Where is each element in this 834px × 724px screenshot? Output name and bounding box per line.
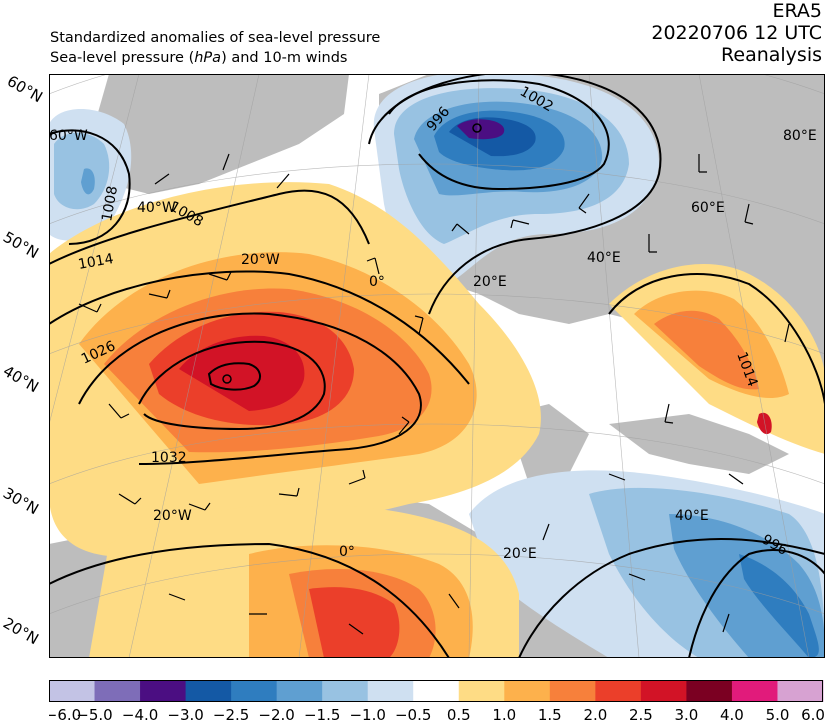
greenland-land — [89, 74, 349, 194]
lon-label-20e-lower: 20°E — [503, 546, 537, 562]
lat-label-40n: 40°N — [0, 362, 42, 396]
isobar-label-1014-a: 1014 — [77, 251, 115, 273]
positive-anomaly-russia — [609, 264, 825, 454]
latitude-labels: 60°N 50°N 40°N 30°N 20°N — [0, 72, 46, 648]
isobar-1014-atlantic — [49, 189, 370, 265]
colorbar-cell — [367, 680, 414, 702]
high-pressure-center — [222, 374, 232, 384]
colorbar-cell — [185, 680, 232, 702]
longitude-labels: 60°W 40°W 20°W 0° 20°E 40°E 60°E 80°E 20… — [49, 128, 817, 562]
lon-label-0-lower: 0° — [339, 544, 355, 560]
colorbar-tick-label: 2.5 — [629, 706, 653, 724]
lon-label-80e: 80°E — [783, 128, 817, 144]
colorbar-tick-label: 2.0 — [583, 706, 607, 724]
colorbar-tick-label: 5.0 — [766, 706, 790, 724]
isobar-1026-atlantic — [78, 312, 422, 465]
title-line-2: Sea-level pressure (hPa) and 10-m winds — [50, 48, 347, 68]
product-type: Reanalysis — [721, 44, 822, 66]
lat-label-60n: 60°N — [4, 72, 46, 106]
isobar-1008-labrador — [49, 129, 131, 245]
colorbar-cell — [549, 680, 596, 702]
colorbar-tick-label: −1.5 — [304, 706, 340, 724]
isobar-1008-med — [518, 538, 825, 658]
colorbar-tick-label: −2.0 — [258, 706, 294, 724]
title-prefix: Sea-level pressure ( — [50, 50, 195, 66]
title-line-1: Standardized anomalies of sea-level pres… — [50, 30, 381, 46]
colorbar-cell — [413, 680, 460, 702]
isobar-high-center — [207, 362, 261, 391]
lon-label-20w-lower: 20°W — [153, 508, 192, 524]
isobar-996-mideast — [688, 549, 825, 658]
colorbar-cell — [94, 680, 141, 702]
isobar-1014-africa — [49, 542, 450, 658]
colorbar-tick-label: 0.5 — [447, 706, 471, 724]
lon-label-60e: 60°E — [691, 200, 725, 216]
colorbar-tick-label: 1.5 — [538, 706, 562, 724]
lon-label-60w: 60°W — [49, 128, 88, 144]
isobar-label-1032: 1032 — [151, 450, 187, 466]
colorbar-tick-label: −1.0 — [349, 706, 385, 724]
colorbar-cell — [322, 680, 369, 702]
isobar-label-1008-a: 1008 — [99, 185, 121, 223]
colorbar-cell — [504, 680, 551, 702]
colorbar-cell — [777, 680, 824, 702]
lat-label-50n: 50°N — [0, 228, 42, 262]
wind-barbs — [78, 153, 790, 635]
colorbar-tick-label: −2.5 — [213, 706, 249, 724]
lon-label-0: 0° — [369, 274, 385, 290]
lon-label-40e: 40°E — [587, 250, 621, 266]
low-pressure-center — [472, 123, 482, 133]
lat-label-20n: 20°N — [0, 614, 42, 648]
colorbar-cell — [686, 680, 733, 702]
colorbar-tick-label: −6.0 — [49, 706, 81, 724]
colorbar-tick-label: −3.0 — [167, 706, 203, 724]
isobars — [49, 74, 825, 658]
lon-label-40w: 40°W — [137, 200, 176, 216]
colorbar-cell — [140, 680, 187, 702]
colorbar-cell — [458, 680, 505, 702]
positive-anomaly-sahara — [89, 504, 519, 658]
colorbar-cell — [640, 680, 687, 702]
isobar-1002-scandinavia — [368, 74, 662, 315]
colorbar-cell — [595, 680, 642, 702]
colorbar-tick-label: −4.0 — [122, 706, 158, 724]
colorbar-cell — [49, 680, 96, 702]
isobar-1014-russia — [608, 273, 825, 405]
negative-anomaly-east-med — [469, 470, 825, 658]
colorbar-cell — [731, 680, 778, 702]
colorbar-tick-label: −5.0 — [76, 706, 112, 724]
title-suffix: ) and 10-m winds — [221, 50, 348, 66]
negative-anomaly-labrador — [49, 109, 132, 241]
lon-label-20w: 20°W — [241, 252, 280, 268]
colorbar-frame — [49, 680, 823, 702]
colorbar-tick-label: 4.0 — [720, 706, 744, 724]
colorbar: −6.0−5.0 −4.0 −3.0 −2.5 −2.0 −1.5 −1.0 −0.5 0.5 1… — [49, 680, 825, 724]
colorbar-cell — [276, 680, 323, 702]
dataset-name: ERA5 — [772, 0, 822, 22]
colorbar-tick-label: 3.0 — [674, 706, 698, 724]
title-unit: hPa — [194, 50, 222, 66]
colorbar-tick-label: −0.5 — [395, 706, 431, 724]
map-frame — [49, 74, 825, 658]
valid-datetime: 20220706 12 UTC — [651, 22, 822, 44]
graticule — [49, 74, 825, 658]
lon-label-40e-lower: 40°E — [675, 508, 709, 524]
isobar-996-scandinavia — [388, 79, 610, 191]
lat-label-30n: 30°N — [0, 484, 42, 518]
pressure-anomaly-map: 1008 1008 1014 1026 1032 996 1002 1014 9… — [49, 74, 825, 658]
colorbar-tick-label: 6.0 — [801, 706, 825, 724]
lon-label-20e: 20°E — [473, 274, 507, 290]
isobar-1020-atlantic — [49, 270, 470, 385]
colorbar-cell — [231, 680, 278, 702]
negative-anomaly-scandinavia — [373, 74, 659, 286]
isobar-1032-atlantic — [138, 340, 326, 431]
colorbar-tick-label: 1.0 — [492, 706, 516, 724]
